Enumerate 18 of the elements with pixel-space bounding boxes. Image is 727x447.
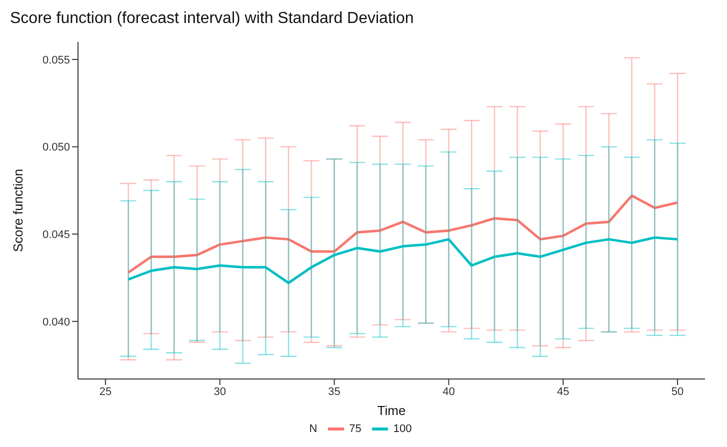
y-tick-label: 0.050: [42, 142, 70, 154]
line-series: [127, 194, 679, 274]
legend-title: N: [309, 423, 318, 435]
line-series: [127, 236, 679, 284]
legend-label: 75: [349, 423, 362, 435]
y-tick-label: 0.045: [42, 228, 70, 241]
x-tick-label: 30: [214, 386, 226, 398]
x-axis-title: Time: [377, 403, 406, 418]
x-tick-label: 50: [671, 386, 684, 398]
x-tick-label: 45: [557, 386, 570, 398]
x-tick-label: 35: [328, 386, 340, 398]
y-tick-label: 0.040: [42, 316, 70, 328]
y-tick-label: 0.055: [42, 54, 70, 66]
legend-label: 100: [393, 423, 412, 435]
x-tick-label: 40: [442, 386, 455, 398]
chart-title: Score function (forecast interval) with Standard Deviation: [9, 9, 415, 29]
x-tick-label: 25: [99, 386, 112, 398]
y-axis-title: Score function: [10, 168, 26, 252]
